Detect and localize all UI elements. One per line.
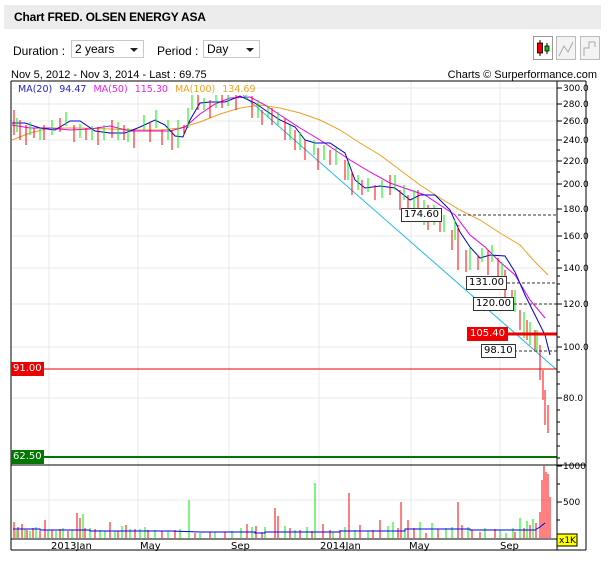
- svg-text:280.0: 280.0: [563, 100, 589, 110]
- ma20-label: MA(20): [18, 84, 53, 95]
- svg-text:200.0: 200.0: [563, 180, 589, 190]
- step-chart-button[interactable]: [580, 36, 600, 60]
- ma20-value: 94.47: [59, 84, 87, 95]
- level-label-131: 131.00: [466, 276, 507, 290]
- level-label-98: 98.10: [481, 344, 516, 358]
- line-chart-button[interactable]: [556, 36, 576, 60]
- svg-text:180.0: 180.0: [563, 205, 589, 215]
- svg-text:260.0: 260.0: [563, 117, 589, 127]
- candlestick-icon: [537, 40, 550, 56]
- ma20-line: [12, 95, 551, 356]
- chart-title: Chart FRED. OLSEN ENERGY ASA: [14, 10, 206, 24]
- copyright: Charts © Surperformance.com: [447, 69, 597, 81]
- svg-text:160.0: 160.0: [563, 232, 589, 242]
- period-label: Period :: [157, 44, 199, 58]
- period-select[interactable]: Day: [203, 40, 260, 58]
- svg-text:300.0: 300.0: [563, 84, 589, 94]
- level-lines: [41, 214, 557, 458]
- period-value: Day: [207, 42, 229, 56]
- duration-select[interactable]: 2 years: [71, 40, 144, 58]
- level-label-174: 174.60: [401, 208, 442, 222]
- ma50-line: [11, 96, 546, 319]
- step-chart-icon: [583, 41, 596, 56]
- svg-text:140.0: 140.0: [563, 264, 589, 274]
- ma100-label: MA(100): [174, 84, 216, 95]
- level-label-91: 91.00: [11, 362, 44, 376]
- chevron-down-icon: [246, 48, 254, 52]
- svg-text:220.0: 220.0: [563, 157, 589, 167]
- duration-label: Duration :: [13, 44, 66, 58]
- ma100-value: 134.69: [222, 84, 256, 95]
- line-chart-icon: [558, 41, 574, 57]
- level-label-62: 62.50: [11, 450, 44, 464]
- svg-text:240.0: 240.0: [563, 136, 589, 146]
- duration-value: 2 years: [75, 42, 115, 56]
- ma50-value: 115.30: [134, 84, 168, 95]
- ma100-line: [11, 104, 549, 276]
- level-label-120: 120.00: [473, 297, 514, 311]
- ma50-label: MA(50): [93, 84, 128, 95]
- level-label-105: 105.40: [467, 327, 508, 341]
- svg-text:120.0: 120.0: [563, 300, 589, 310]
- chart-title-bar: Chart FRED. OLSEN ENERGY ASA: [4, 5, 601, 29]
- candlestick-chart-button[interactable]: [533, 36, 553, 60]
- date-range: Nov 5, 2012 - Nov 3, 2014 - Last : 69.75: [11, 69, 207, 81]
- ma-legend: MA(20) 94.47 MA(50) 115.30 MA(100) 134.6…: [16, 84, 258, 95]
- y-axis-ticks: [557, 87, 562, 521]
- svg-text:100.0: 100.0: [563, 343, 589, 353]
- svg-text:80.0: 80.0: [563, 394, 583, 404]
- chevron-down-icon: [130, 48, 138, 52]
- y-axis-labels: 300.0 280.0 260.0 240.0 220.0 200.0 180.…: [563, 84, 589, 404]
